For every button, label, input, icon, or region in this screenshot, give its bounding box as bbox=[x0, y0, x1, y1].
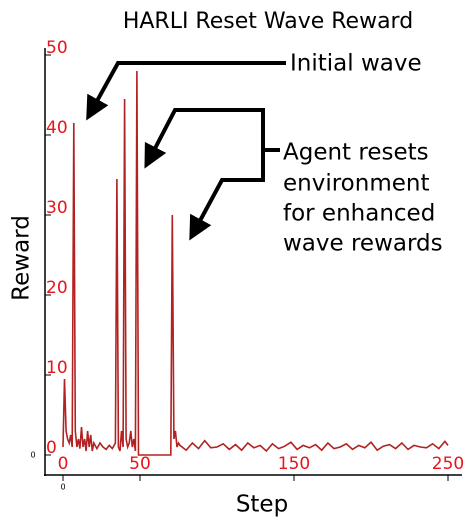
x-tick-label: 250 bbox=[432, 454, 464, 474]
y-tick-label: 40 bbox=[46, 118, 68, 138]
minor-label: 0 bbox=[60, 483, 65, 492]
x-tick-label: 0 bbox=[58, 454, 69, 474]
arrow bbox=[144, 108, 263, 169]
line-series bbox=[62, 70, 449, 456]
y-tick-label: 50 bbox=[46, 38, 68, 58]
x-tick-label: 50 bbox=[129, 454, 151, 474]
annotation: for enhanced bbox=[283, 201, 435, 227]
y-axis-label: Reward bbox=[9, 215, 35, 301]
y-tick-label: 0 bbox=[46, 438, 57, 458]
annotation: Initial wave bbox=[290, 51, 422, 77]
y-tick-label: 20 bbox=[46, 278, 68, 298]
minor-label: 0 bbox=[30, 451, 35, 460]
chart-title: HARLI Reset Wave Reward bbox=[123, 9, 413, 34]
annotation: Agent resets bbox=[283, 140, 429, 166]
y-tick-label: 30 bbox=[46, 198, 68, 218]
y-tick-label: 10 bbox=[46, 358, 68, 378]
arrow bbox=[189, 108, 265, 241]
annotation: environment bbox=[283, 171, 429, 197]
x-tick-label: 150 bbox=[278, 454, 310, 474]
x-axis-label: Step bbox=[236, 492, 288, 518]
annotation: wave rewards bbox=[283, 231, 443, 257]
arrow bbox=[86, 61, 286, 121]
